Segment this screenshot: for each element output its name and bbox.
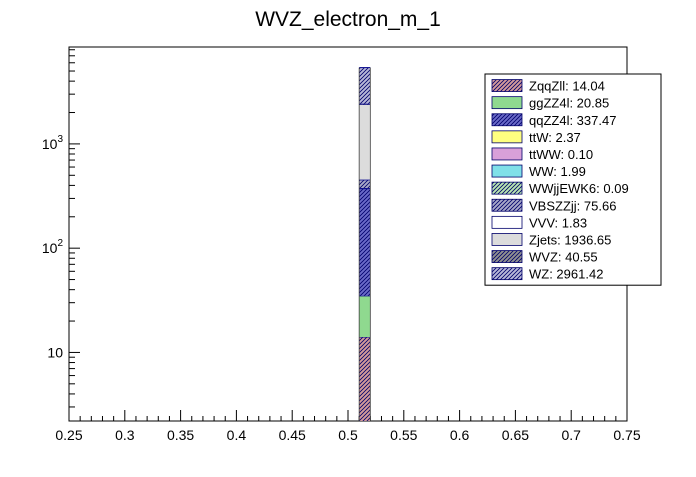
legend-entry: WW: 1.99	[529, 164, 586, 179]
legend-entry: ttWW: 0.10	[529, 147, 593, 162]
chart-title: WVZ_electron_m_1	[255, 8, 441, 31]
legend-swatch	[492, 148, 522, 160]
legend-entry: VBSZZjj: 75.66	[529, 198, 616, 213]
legend-entry: VVV: 1.83	[529, 215, 587, 230]
legend-entry: WZ: 2961.42	[529, 267, 603, 282]
x-tick-label: 0.5	[338, 427, 358, 443]
legend-entry: Zjets: 1936.65	[529, 232, 611, 247]
legend-swatch	[492, 233, 522, 245]
y-tick-label: 102	[42, 238, 64, 256]
x-tick-label: 0.4	[227, 427, 247, 443]
x-tick-label: 0.7	[561, 427, 581, 443]
x-tick-label: 0.75	[613, 427, 640, 443]
legend-swatch-hatch	[492, 199, 522, 211]
x-tick-label: 0.35	[167, 427, 194, 443]
y-axis: 10 102 103	[42, 50, 80, 407]
legend-swatch-hatch	[492, 114, 522, 126]
bar-segment-hatch	[359, 337, 370, 421]
bar-segment-hatch	[359, 68, 370, 104]
y-tick-label: 10	[47, 344, 63, 360]
bar-segment	[359, 296, 370, 337]
legend-entry: WVZ: 40.55	[529, 250, 598, 265]
legend-swatch	[492, 216, 522, 228]
x-tick-label: 0.65	[502, 427, 529, 443]
legend-swatch-hatch	[492, 80, 522, 92]
stacked-bars	[359, 68, 370, 421]
legend-swatch	[492, 165, 522, 177]
x-tick-label: 0.25	[55, 427, 82, 443]
legend-swatch	[492, 97, 522, 109]
x-tick-label: 0.3	[115, 427, 135, 443]
legend-entry: ZqqZll: 14.04	[529, 79, 605, 94]
legend-swatch	[492, 131, 522, 143]
legend-entry: ttW: 2.37	[529, 130, 581, 145]
bar-segment-hatch	[359, 189, 370, 296]
x-axis: 0.25 0.3 0.35 0.4 0.45 0.5 0.55 0.6 0.65 0.7 0.75	[55, 410, 640, 443]
legend-entry: WWjjEWK6: 0.09	[529, 181, 629, 196]
y-tick-label: 103	[42, 134, 64, 152]
x-tick-label: 0.45	[279, 427, 306, 443]
legend-entry: ggZZ4l: 20.85	[529, 96, 609, 111]
bar-segment	[359, 104, 370, 179]
legend: ZqqZll: 14.04 ggZZ4l: 20.85 qqZZ4l: 337.47…	[485, 74, 661, 285]
legend-entry: qqZZ4l: 337.47	[529, 113, 616, 128]
legend-swatch-hatch	[492, 182, 522, 194]
legend-swatch-hatch	[492, 268, 522, 280]
x-tick-label: 0.55	[390, 427, 417, 443]
x-tick-label: 0.6	[450, 427, 470, 443]
legend-swatch-hatch	[492, 251, 522, 263]
bar-segment-hatch	[359, 180, 370, 188]
